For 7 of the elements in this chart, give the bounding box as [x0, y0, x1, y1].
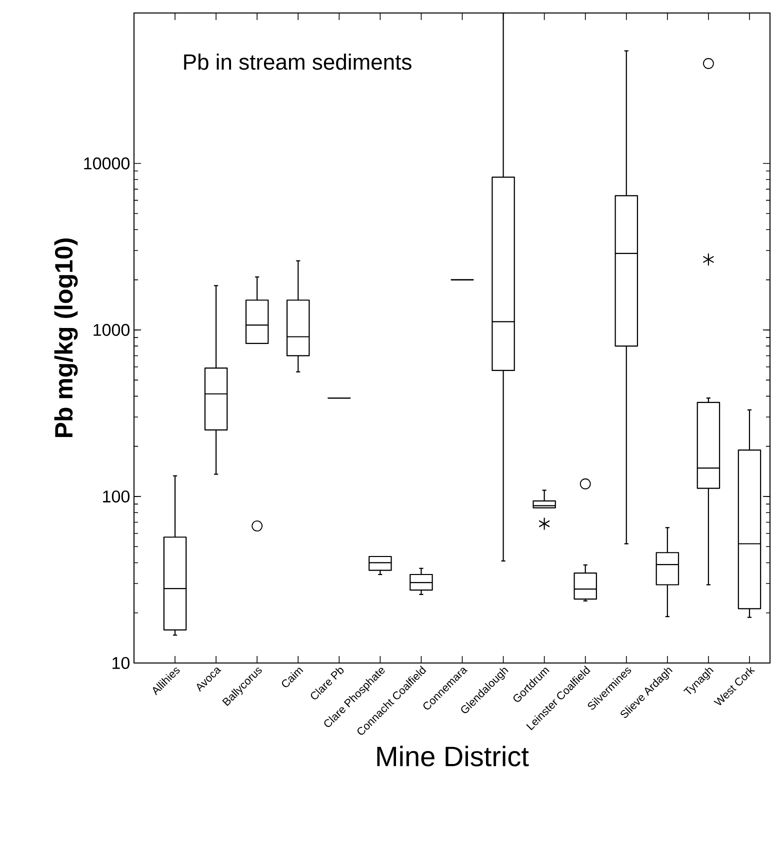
y-tick-label: 100 [103, 490, 130, 502]
y-tick-label: 10 [112, 656, 130, 670]
y-tick-label: 1000 [94, 324, 130, 336]
y-axis-title: Pb mg/kg (log10) [54, 238, 78, 438]
annotation: Pb in stream sediments [184, 54, 412, 70]
y-tick-label: 10000 [84, 157, 130, 170]
x-axis-title: Mine District [377, 746, 529, 766]
